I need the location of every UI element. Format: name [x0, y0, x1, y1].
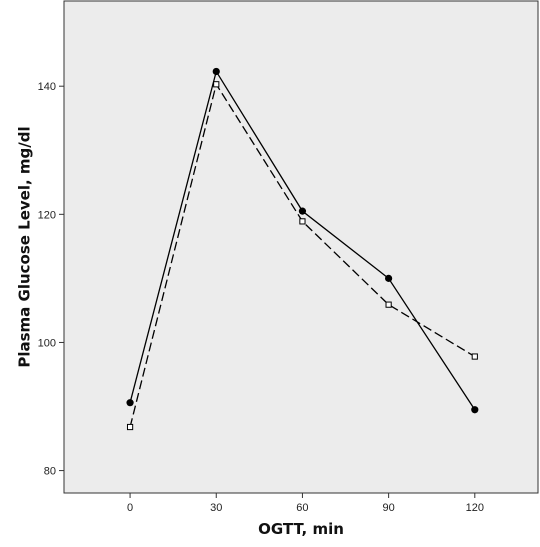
- x-tick-label: 60: [296, 502, 308, 514]
- y-tick-label: 80: [44, 466, 56, 478]
- data-point: [471, 406, 479, 414]
- data-point: [126, 423, 134, 431]
- x-tick-label: 30: [210, 502, 222, 514]
- y-axis-title: Plasma Glucose Level, mg/dl: [15, 126, 33, 367]
- x-axis: 0 30 60 90 120: [127, 493, 484, 514]
- y-tick-label: 120: [38, 209, 56, 221]
- y-axis: 80 100 120 140: [38, 81, 64, 478]
- data-point: [212, 67, 220, 76]
- y-tick-label: 140: [38, 81, 56, 93]
- x-axis-title: OGTT, min: [258, 520, 344, 538]
- data-point: [471, 353, 478, 360]
- x-tick-label: 0: [127, 502, 133, 514]
- data-point: [298, 207, 307, 215]
- data-point: [385, 301, 392, 308]
- data-point: [385, 274, 393, 282]
- data-point: [299, 218, 306, 225]
- y-tick-label: 100: [38, 337, 56, 349]
- x-tick-label: 120: [466, 502, 484, 514]
- data-point: [126, 399, 134, 407]
- x-tick-label: 90: [382, 502, 394, 514]
- series-dashed: [126, 81, 478, 431]
- data-point: [213, 81, 220, 88]
- plot-area: [63, 0, 539, 494]
- series-layer: [126, 67, 479, 431]
